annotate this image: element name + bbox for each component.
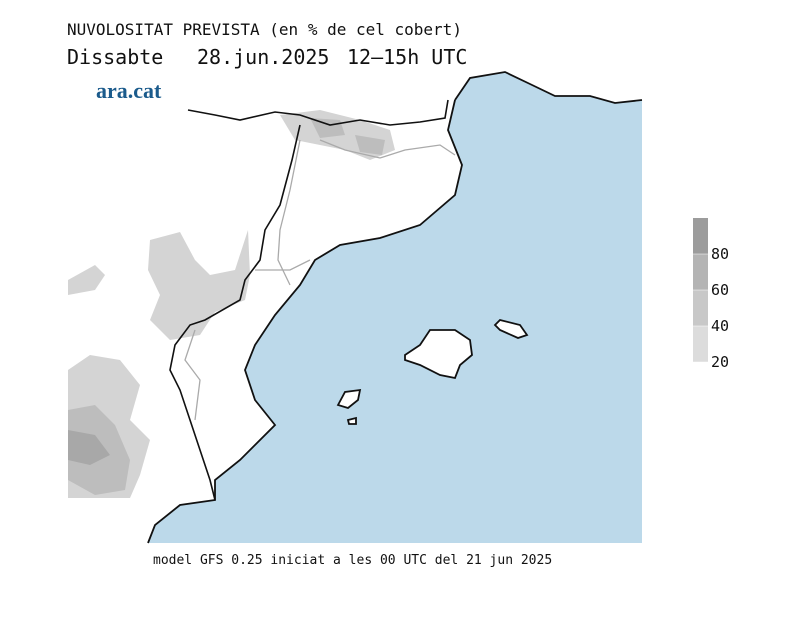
islands bbox=[336, 319, 529, 425]
legend-label: 40 bbox=[711, 317, 729, 335]
coastline bbox=[147, 99, 463, 544]
logo: ara.cat bbox=[96, 78, 162, 103]
map bbox=[68, 71, 643, 544]
date: 28.jun.2025 bbox=[197, 45, 329, 69]
legend-label: 80 bbox=[711, 245, 729, 263]
title: NUVOLOSITAT PREVISTA (en % de cel cobert… bbox=[67, 20, 462, 39]
legend-band bbox=[693, 254, 708, 290]
legend-band bbox=[693, 290, 708, 326]
day: Dissabte bbox=[67, 45, 163, 69]
legend: 20 40 60 80 bbox=[693, 218, 729, 371]
legend-band bbox=[693, 326, 708, 362]
border bbox=[169, 99, 449, 501]
legend-label: 20 bbox=[711, 353, 729, 371]
clouds-darker bbox=[68, 430, 110, 465]
legend-band bbox=[693, 218, 708, 254]
coastline bbox=[454, 71, 643, 104]
region-border bbox=[184, 139, 456, 421]
time: 12–15h UTC bbox=[347, 45, 467, 69]
footer: model GFS 0.25 iniciat a les 00 UTC del … bbox=[153, 553, 552, 568]
legend-label: 60 bbox=[711, 281, 729, 299]
sea bbox=[148, 72, 642, 543]
